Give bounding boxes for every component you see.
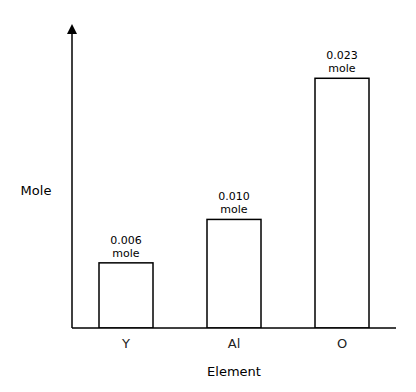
chart-svg: YAlO0.006mole0.010mole0.023moleElementMo…	[0, 0, 416, 392]
data-label-line: 0.023	[326, 49, 358, 62]
data-label-line: mole	[328, 62, 356, 75]
x-tick-label: Al	[228, 336, 241, 351]
data-label: 0.006mole	[110, 234, 142, 260]
x-tick-label: O	[337, 336, 347, 351]
x-axis-label: Element	[207, 364, 261, 379]
data-label-line: mole	[112, 247, 140, 260]
x-tick-label: Y	[121, 336, 130, 351]
data-label: 0.023mole	[326, 49, 358, 75]
data-label: 0.010mole	[218, 190, 250, 216]
data-label-line: mole	[220, 203, 248, 216]
y-axis-line	[71, 32, 73, 328]
y-axis-arrow	[67, 24, 77, 34]
bar	[207, 219, 261, 328]
bar	[315, 78, 369, 328]
data-label-line: 0.010	[218, 190, 250, 203]
chart-container: YAlO0.006mole0.010mole0.023moleElementMo…	[0, 0, 416, 392]
bars	[99, 78, 369, 328]
bar	[99, 263, 153, 328]
data-label-line: 0.006	[110, 234, 142, 247]
x-axis-line	[72, 327, 396, 329]
y-axis-label: Mole	[21, 183, 52, 198]
